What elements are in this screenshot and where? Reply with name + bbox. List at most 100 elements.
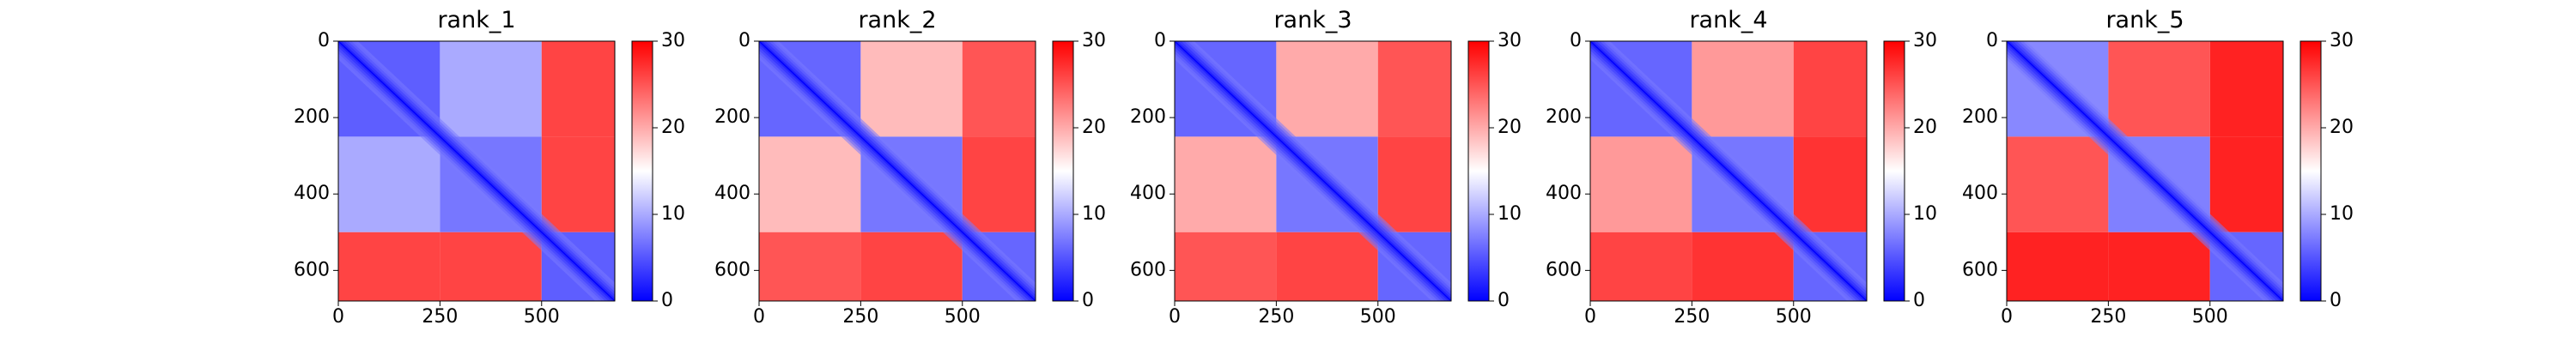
colorbar-tick-label: 30 xyxy=(1498,30,1522,51)
heatmap-block-1-2 xyxy=(440,41,542,137)
colorbar-tick-label: 30 xyxy=(1082,30,1106,51)
colorbar-tick-label: 0 xyxy=(1913,290,1925,311)
panel-3: rank_3 0 250 500 0 200 400 600 0 10 20 30 xyxy=(1130,7,1522,328)
panel-1: rank_1 0 250 500 0 200 400 600 0 10 20 30 xyxy=(294,7,685,328)
x-tick-label: 0 xyxy=(2001,306,2013,328)
y-tick-label: 200 xyxy=(1546,106,1582,128)
y-tick-label: 400 xyxy=(714,183,750,204)
heatmap-block-1-2 xyxy=(1692,41,1794,137)
heatmap-block-2-1 xyxy=(338,136,440,232)
colorbar-tick-label: 30 xyxy=(1913,30,1937,51)
heatmap-block-1-2 xyxy=(1276,41,1378,137)
heatmap-block-2-1 xyxy=(1590,136,1692,232)
y-tick-label: 400 xyxy=(1546,183,1582,204)
colorbar-tick-label: 10 xyxy=(2330,203,2354,225)
panel-title: rank_1 xyxy=(437,7,515,33)
colorbar-tick-label: 0 xyxy=(2330,290,2342,311)
diagonal-line xyxy=(337,40,616,302)
heatmap-block-3-1 xyxy=(759,232,861,301)
colorbar-tick-label: 30 xyxy=(2330,30,2354,51)
x-tick-label: 0 xyxy=(753,306,765,328)
x-tick-label: 250 xyxy=(1674,306,1710,328)
colorbar-tick-label: 10 xyxy=(1498,203,1522,225)
heatmap-block-1-3 xyxy=(541,41,615,137)
plot-frame xyxy=(2006,40,2284,302)
heatmap-block-3-1 xyxy=(1175,232,1277,301)
heatmap-block-3-2 xyxy=(440,232,542,301)
colorbar-tick-label: 0 xyxy=(1082,290,1094,311)
heatmap-block-3-1 xyxy=(1590,232,1692,301)
x-tick-label: 500 xyxy=(524,306,560,328)
x-tick-label: 500 xyxy=(945,306,981,328)
heatmap-block-2-3 xyxy=(962,136,1036,232)
heatmap-block-1-2 xyxy=(860,41,963,137)
diagonal-line xyxy=(2006,40,2284,302)
y-tick-label: 600 xyxy=(714,259,750,280)
colorbar-tick-label: 0 xyxy=(661,290,673,311)
heatmap-block-2-3 xyxy=(2209,136,2283,232)
x-tick-label: 500 xyxy=(2192,306,2228,328)
heatmap-block-3-1 xyxy=(338,232,440,301)
heatmap-block-3-2 xyxy=(1276,232,1378,301)
plot-frame xyxy=(758,40,1036,302)
y-tick-label: 400 xyxy=(1130,183,1166,204)
y-tick-label: 0 xyxy=(1154,30,1166,51)
heatmap-block-1-3 xyxy=(1377,41,1451,137)
heatmap-block-2-1 xyxy=(2007,136,2109,232)
colorbar-tick-label: 20 xyxy=(1082,117,1106,138)
colorbar-tick-label: 10 xyxy=(1913,203,1937,225)
heatmap-block-3-2 xyxy=(860,232,963,301)
x-tick-label: 500 xyxy=(1776,306,1812,328)
diagonal-line xyxy=(758,40,1036,302)
x-tick-label: 250 xyxy=(842,306,878,328)
panel-2: rank_2 0 250 500 0 200 400 600 0 10 20 30 xyxy=(714,7,1106,328)
panel-title: rank_3 xyxy=(1273,7,1352,33)
colorbar-tick-label: 30 xyxy=(661,30,685,51)
x-tick-label: 250 xyxy=(422,306,458,328)
y-tick-label: 600 xyxy=(1130,259,1166,280)
panel-4: rank_4 0 250 500 0 200 400 600 0 10 20 30 xyxy=(1546,7,1937,328)
heatmap-block-1-3 xyxy=(962,41,1036,137)
colorbar xyxy=(1052,40,1074,302)
y-tick-label: 0 xyxy=(738,30,750,51)
x-tick-label: 250 xyxy=(1258,306,1294,328)
colorbar-tick-label: 10 xyxy=(1082,203,1106,225)
x-tick-label: 500 xyxy=(1360,306,1396,328)
colorbar xyxy=(2300,40,2322,302)
heatmap-block-2-1 xyxy=(1175,136,1277,232)
y-tick-label: 200 xyxy=(294,106,330,128)
x-tick-label: 0 xyxy=(332,306,344,328)
colorbar xyxy=(1467,40,1490,302)
heatmap-block-2-3 xyxy=(541,136,615,232)
x-tick-label: 0 xyxy=(1584,306,1596,328)
plot-frame xyxy=(1174,40,1452,302)
panel-5: rank_5 0 250 500 0 200 400 600 0 10 20 30 xyxy=(1962,7,2354,328)
panel-title: rank_5 xyxy=(2105,7,2184,33)
heatmap-block-1-3 xyxy=(2209,41,2283,137)
colorbar-tick-label: 0 xyxy=(1498,290,1510,311)
y-tick-label: 400 xyxy=(1962,183,1998,204)
colorbar-tick-label: 20 xyxy=(1498,117,1522,138)
y-tick-label: 200 xyxy=(1962,106,1998,128)
heatmap-block-3-1 xyxy=(2007,232,2109,301)
colorbar-tick-label: 20 xyxy=(1913,117,1937,138)
colorbar xyxy=(1883,40,1905,302)
x-tick-label: 0 xyxy=(1169,306,1181,328)
panel-title: rank_4 xyxy=(1689,7,1767,33)
diagonal-line xyxy=(1174,40,1452,302)
y-tick-label: 400 xyxy=(294,183,330,204)
y-tick-label: 600 xyxy=(1546,259,1582,280)
y-tick-label: 600 xyxy=(294,259,330,280)
heatmap-block-2-3 xyxy=(1793,136,1867,232)
heatmap-block-3-2 xyxy=(1692,232,1794,301)
y-tick-label: 600 xyxy=(1962,259,1998,280)
colorbar-tick-label: 20 xyxy=(661,117,685,138)
colorbar-tick-label: 10 xyxy=(661,203,685,225)
colorbar xyxy=(631,40,653,302)
heatmap-block-2-3 xyxy=(1377,136,1451,232)
plot-frame xyxy=(337,40,616,302)
heatmap-block-2-1 xyxy=(759,136,861,232)
y-tick-label: 0 xyxy=(1986,30,1998,51)
